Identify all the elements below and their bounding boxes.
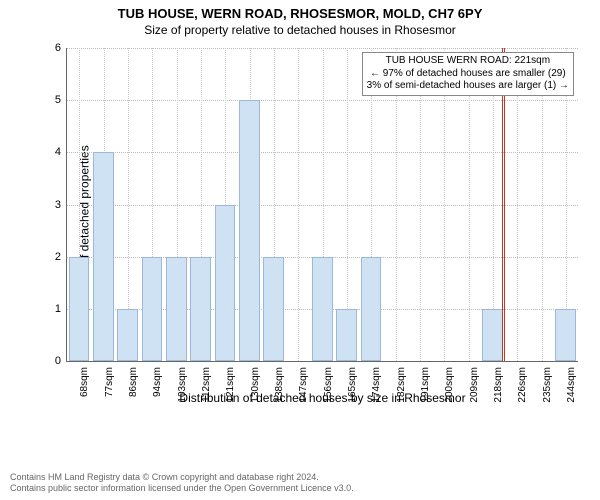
bar: [215, 205, 236, 362]
x-tick-label: 165sqm: [347, 367, 358, 403]
footer-line1: Contains HM Land Registry data © Crown c…: [10, 472, 354, 483]
bar: [336, 309, 357, 361]
y-tick-label: 1: [55, 303, 61, 315]
y-tick-label: 4: [55, 146, 61, 158]
bar: [142, 257, 163, 361]
bar: [555, 309, 576, 361]
y-tick-label: 2: [55, 251, 61, 263]
bar: [312, 257, 333, 361]
x-tick-label: 121sqm: [225, 367, 236, 403]
bar: [69, 257, 90, 361]
x-tick-label: 68sqm: [79, 367, 90, 397]
x-tick-label: 77sqm: [104, 367, 115, 397]
annotation-line2: ← 97% of detached houses are smaller (29…: [367, 68, 569, 81]
x-tick-label: 182sqm: [396, 367, 407, 403]
annotation-box: TUB HOUSE WERN ROAD: 221sqm← 97% of deta…: [362, 52, 574, 96]
x-tick-label: 235sqm: [542, 367, 553, 403]
x-tick-label: 138sqm: [274, 367, 285, 403]
x-tick-label: 218sqm: [493, 367, 504, 403]
x-tick-label: 86sqm: [128, 367, 139, 397]
x-tick-label: 130sqm: [250, 367, 261, 403]
chart-wrap: Number of detached properties Distributi…: [46, 48, 578, 408]
y-tick-label: 5: [55, 94, 61, 106]
annotation-line1: TUB HOUSE WERN ROAD: 221sqm: [367, 55, 569, 68]
x-tick-label: 200sqm: [444, 367, 455, 403]
x-tick-label: 156sqm: [323, 367, 334, 403]
x-tick-label: 174sqm: [371, 367, 382, 403]
chart-container: TUB HOUSE, WERN ROAD, RHOSESMOR, MOLD, C…: [0, 0, 600, 500]
bar: [482, 309, 503, 361]
bar: [166, 257, 187, 361]
x-tick-label: 112sqm: [201, 367, 212, 402]
x-tick-label: 94sqm: [152, 367, 163, 397]
bar: [117, 309, 138, 361]
x-tick-label: 244sqm: [566, 367, 577, 403]
page-subtitle: Size of property relative to detached ho…: [0, 21, 600, 37]
y-tick-label: 0: [55, 355, 61, 367]
bar: [93, 152, 114, 361]
x-tick-label: 209sqm: [469, 367, 480, 403]
page-title: TUB HOUSE, WERN ROAD, RHOSESMOR, MOLD, C…: [0, 0, 600, 21]
grid-line-v: [298, 48, 299, 361]
bar: [361, 257, 382, 361]
bar: [239, 100, 260, 361]
x-tick-label: 226sqm: [517, 367, 528, 403]
bar: [263, 257, 284, 361]
footer-attribution: Contains HM Land Registry data © Crown c…: [10, 472, 354, 495]
y-tick-label: 3: [55, 199, 61, 211]
x-tick-label: 103sqm: [177, 367, 188, 403]
footer-line2: Contains public sector information licen…: [10, 483, 354, 494]
x-tick-label: 147sqm: [298, 367, 309, 403]
y-tick-label: 6: [55, 42, 61, 54]
bar: [190, 257, 211, 361]
annotation-line3: 3% of semi-detached houses are larger (1…: [367, 80, 569, 93]
bar-chart-plot: Distribution of detached houses by size …: [66, 48, 578, 362]
x-tick-label: 191sqm: [420, 367, 431, 403]
